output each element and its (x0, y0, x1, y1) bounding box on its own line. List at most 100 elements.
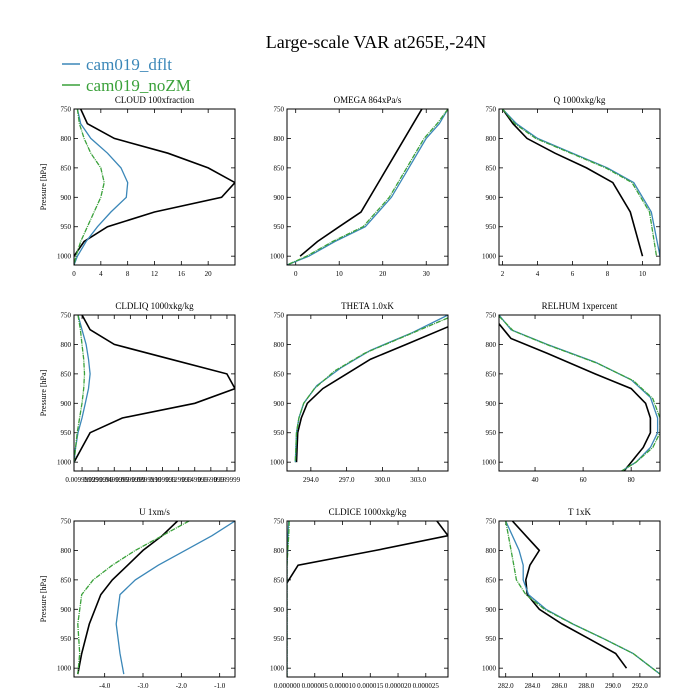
legend: cam019_dflt cam019_noZM (62, 55, 191, 95)
series-line-dflt (74, 109, 129, 265)
y-tick-label: 1000 (270, 459, 285, 467)
panel-frame (73, 520, 236, 678)
x-tick-label: 0.149999 (182, 476, 209, 484)
x-tick-label: 0.0499999 (99, 476, 129, 484)
series-line-dflt (499, 315, 659, 471)
panel-0: CLOUD 100xfraction Pressure [hPa] 750 800 85… (39, 95, 236, 278)
series-group (294, 315, 448, 463)
x-tick-label: 0.00999999 (65, 476, 99, 484)
x-tick-label: 0.169999 (198, 476, 225, 484)
y-tick-label: 750 (274, 106, 285, 114)
y-tick-label: 900 (486, 194, 497, 202)
x-tick-label: 10 (639, 270, 647, 278)
y-tick-label: 750 (61, 312, 72, 320)
legend-label-dflt: cam019_dflt (86, 55, 172, 74)
y-tick-label: 950 (61, 223, 72, 231)
panel-title: RELHUM 1xpercent (542, 301, 618, 311)
panel-5: RELHUM 1xpercent 750 800 850 900 950 1000 40 60 8… (482, 301, 661, 484)
x-tick-label: 0.000005 (302, 682, 329, 690)
series-line-obs (74, 315, 235, 463)
series-group (505, 521, 660, 675)
x-tick-label: 2 (501, 270, 505, 278)
series-group (74, 315, 235, 463)
y-tick-label: 850 (486, 164, 497, 172)
x-tick-label: 290.0 (605, 682, 621, 690)
x-tick-label: 300.0 (375, 476, 391, 484)
x-tick-label: 10 (336, 270, 344, 278)
y-axis-label: Pressure [hPa] (39, 163, 48, 210)
y-tick-label: 900 (274, 400, 285, 408)
series-line-noZM (505, 521, 660, 675)
x-tick-label: 6 (571, 270, 575, 278)
y-axis-label: Pressure [hPa] (39, 575, 48, 622)
y-tick-label: 900 (61, 606, 72, 614)
y-tick-label: 900 (486, 400, 497, 408)
x-tick-label: 20 (205, 270, 213, 278)
panel-title: THETA 1.0xK (341, 301, 394, 311)
series-group (501, 109, 660, 257)
x-tick-label: 20 (379, 270, 387, 278)
y-tick-label: 850 (486, 576, 497, 584)
series-group (287, 521, 448, 677)
series-group (77, 521, 235, 675)
x-tick-label: 0.000000 (274, 682, 301, 690)
x-tick-label: 292.0 (632, 682, 648, 690)
series-line-noZM (74, 109, 105, 265)
y-tick-label: 800 (274, 135, 285, 143)
y-tick-label: 950 (486, 429, 497, 437)
series-line-dflt (287, 109, 448, 265)
y-tick-label: 750 (486, 106, 497, 114)
y-tick-label: 1000 (57, 459, 72, 467)
x-tick-label: 303.0 (410, 476, 426, 484)
series-line-obs (501, 109, 644, 257)
panel-frame (286, 108, 449, 266)
panel-title: CLDLIQ 1000xkg/kg (115, 301, 194, 311)
panel-title: T 1xK (568, 507, 592, 517)
panel-frame (73, 314, 236, 472)
x-tick-label: 4 (99, 270, 103, 278)
panel-frame (73, 108, 236, 266)
y-tick-label: 800 (274, 547, 285, 555)
series-line-obs (499, 323, 652, 471)
x-tick-label: 0.000025 (413, 682, 440, 690)
series-line-noZM (499, 315, 660, 471)
y-tick-label: 900 (486, 606, 497, 614)
y-axis-label: Pressure [hPa] (39, 369, 48, 416)
y-tick-label: 950 (274, 429, 285, 437)
x-tick-label: 0.0699999 (115, 476, 145, 484)
x-tick-label: 8 (126, 270, 130, 278)
x-tick-label: 60 (580, 476, 588, 484)
x-tick-label: 0 (72, 270, 76, 278)
y-tick-label: 750 (61, 106, 72, 114)
panels: CLOUD 100xfraction Pressure [hPa] 750 800 85… (39, 95, 661, 690)
y-tick-label: 800 (61, 547, 72, 555)
panel-title: Q 1000xkg/kg (554, 95, 606, 105)
legend-label-noZM: cam019_noZM (86, 76, 191, 95)
y-tick-label: 1000 (270, 253, 285, 261)
y-tick-label: 800 (274, 341, 285, 349)
x-tick-label: 30 (423, 270, 431, 278)
panel-title: CLDICE 1000xkg/kg (329, 507, 407, 517)
x-tick-label: -3.0 (137, 682, 149, 690)
x-tick-label: 286.0 (552, 682, 568, 690)
panel-4: THETA 1.0xK 750 800 850 900 950 1000 294.0 297.0… (270, 301, 449, 484)
y-tick-label: 850 (274, 576, 285, 584)
y-tick-label: 850 (274, 164, 285, 172)
panel-title: CLOUD 100xfraction (115, 95, 195, 105)
x-tick-label: 8 (606, 270, 610, 278)
y-tick-label: 900 (274, 194, 285, 202)
panel-frame (286, 314, 449, 472)
x-tick-label: 40 (532, 476, 540, 484)
figure-title: Large-scale VAR at265E,-24N (266, 32, 486, 52)
y-tick-label: 900 (274, 606, 285, 614)
series-line-obs (77, 521, 179, 675)
y-tick-label: 950 (61, 429, 72, 437)
x-tick-label: 0.109999 (149, 476, 176, 484)
y-tick-label: 950 (486, 635, 497, 643)
series-line-noZM (287, 521, 290, 677)
x-tick-label: 12 (151, 270, 159, 278)
x-tick-label: 16 (178, 270, 186, 278)
series-line-noZM (287, 109, 448, 265)
series-group (499, 315, 660, 471)
